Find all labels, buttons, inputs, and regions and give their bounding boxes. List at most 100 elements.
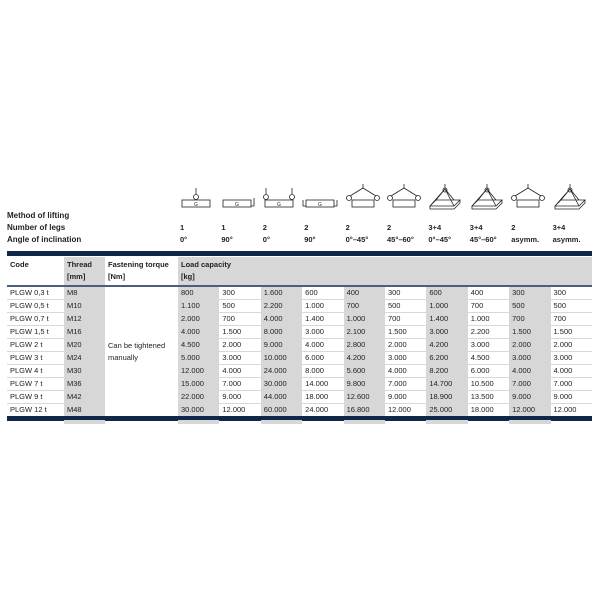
load-cell: 12.000 — [384, 403, 427, 417]
legs-value: 3+4 — [428, 223, 442, 232]
load-cell: 12.600 — [343, 390, 385, 404]
load-capacity-table: Code Thread [mm] Fastening torque [Nm] Loa… — [7, 257, 592, 417]
number-of-legs-label: Number of legs — [7, 223, 66, 232]
load-cell: 7.000 — [384, 377, 427, 391]
load-cell: 800 — [178, 286, 220, 300]
load-cell: 1.400 — [426, 312, 468, 326]
thread-cell: M36 — [64, 377, 105, 391]
load-cell: 3.000 — [509, 351, 551, 365]
two-leg-asym-icon — [511, 184, 546, 208]
load-cell: 10.000 — [260, 351, 303, 365]
load-cell: 2.800 — [343, 338, 385, 352]
load-cell: 3.000 — [550, 351, 592, 365]
load-cell: 24.000 — [260, 364, 303, 378]
legs-value: 2 — [262, 223, 267, 232]
legs-value: 2 — [304, 223, 309, 232]
load-capacity-header: Load capacity [kg] — [178, 257, 592, 287]
multi-leg-asym-icon — [553, 184, 586, 210]
torque-header: Fastening torque [Nm] — [105, 257, 178, 287]
torque-cell: Can be tightened manually — [108, 340, 166, 362]
load-cell: 9.000 — [509, 390, 551, 404]
column-shade — [178, 420, 220, 424]
load-cell: 9.000 — [384, 390, 427, 404]
load-cell: 700 — [343, 299, 385, 313]
column-shade — [343, 420, 385, 424]
load-cell: 16.800 — [343, 403, 385, 417]
load-cell: 400 — [467, 286, 510, 300]
load-cell: 2.000 — [178, 312, 220, 326]
load-cell: 7.000 — [509, 377, 551, 391]
column-shade — [509, 420, 551, 424]
load-cell: 22.000 — [178, 390, 220, 404]
load-cell: 18.000 — [467, 403, 510, 417]
load-cell: 8.200 — [426, 364, 468, 378]
svg-text:G: G — [318, 202, 322, 208]
load-cell: 3.000 — [467, 338, 510, 352]
load-cell: 1.000 — [467, 312, 510, 326]
load-cell: 1.500 — [219, 325, 261, 339]
load-cell: 3.000 — [384, 351, 427, 365]
load-cell: 44.000 — [260, 390, 303, 404]
load-cell: 12.000 — [550, 403, 592, 417]
angle-value: 0° — [180, 235, 188, 244]
two-leg-vertical-icon: G — [262, 188, 295, 208]
load-cell: 1.600 — [260, 286, 303, 300]
table-row: PLGW 2 t M20 4.500 2.000 9.000 4.000 2.800 2.00… — [7, 338, 592, 352]
load-cell: 2.000 — [219, 338, 261, 352]
load-cell: 1.100 — [178, 299, 220, 313]
load-cell: 12.000 — [219, 403, 261, 417]
code-cell: PLGW 7 t — [7, 377, 64, 391]
thread-cell: M8 — [64, 286, 105, 300]
multi-leg-sling-icon — [429, 184, 462, 210]
load-cell: 1.500 — [384, 325, 427, 339]
thread-cell: M24 — [64, 351, 105, 365]
thread-cell: M48 — [64, 403, 105, 417]
thread-cell: M10 — [64, 299, 105, 313]
load-cell: 300 — [550, 286, 592, 300]
load-cell: 4.000 — [509, 364, 551, 378]
load-cell: 4.200 — [426, 338, 468, 352]
thread-cell: M42 — [64, 390, 105, 404]
method-of-lifting-label: Method of lifting — [7, 211, 70, 220]
load-cell: 500 — [219, 299, 261, 313]
load-cell: 6.000 — [467, 364, 510, 378]
load-cell: 300 — [509, 286, 551, 300]
load-cell: 4.000 — [219, 364, 261, 378]
load-cell: 700 — [509, 312, 551, 326]
multi-leg-sling-icon — [470, 184, 503, 210]
legs-value: 2 — [345, 223, 350, 232]
load-cell: 8.000 — [302, 364, 344, 378]
load-cell: 1.000 — [343, 312, 385, 326]
angle-value: 90° — [304, 235, 316, 244]
angle-value: 45°–60° — [469, 235, 497, 244]
code-cell: PLGW 4 t — [7, 364, 64, 378]
load-cell: 14.000 — [302, 377, 344, 391]
table-row: PLGW 0,7 t M12 2.000 700 4.000 1.400 1.000 700 1… — [7, 312, 592, 326]
two-leg-side-icon: G — [302, 199, 338, 208]
table-row: PLGW 9 t M42 22.000 9.000 44.000 18.000 12.600… — [7, 390, 592, 404]
two-leg-sling-icon — [345, 184, 380, 208]
load-cell: 700 — [550, 312, 592, 326]
load-cell: 9.000 — [219, 390, 261, 404]
column-shade — [260, 420, 303, 424]
table-row: PLGW 3 t M24 5.000 3.000 10.000 6.000 4.200 3.0… — [7, 351, 592, 365]
load-cell: 24.000 — [302, 403, 344, 417]
load-cell: 500 — [384, 299, 427, 313]
load-cell: 2.200 — [260, 299, 303, 313]
load-cell: 700 — [467, 299, 510, 313]
single-leg-vertical-icon: G — [181, 188, 211, 208]
column-shade — [426, 420, 468, 424]
load-cell: 30.000 — [178, 403, 220, 417]
load-cell: 5.000 — [178, 351, 220, 365]
angle-value: 0° — [262, 235, 270, 244]
load-cell: 18.900 — [426, 390, 468, 404]
angle-of-inclination-label: Angle of inclination — [7, 235, 82, 244]
load-cell: 4.500 — [467, 351, 510, 365]
load-cell: 600 — [426, 286, 468, 300]
thread-header: Thread [mm] — [64, 257, 105, 287]
legs-value: 3+4 — [469, 223, 483, 232]
load-cell: 2.000 — [550, 338, 592, 352]
load-cell: 500 — [509, 299, 551, 313]
angle-value: asymm. — [552, 235, 581, 244]
single-leg-side-icon: G — [222, 198, 255, 208]
